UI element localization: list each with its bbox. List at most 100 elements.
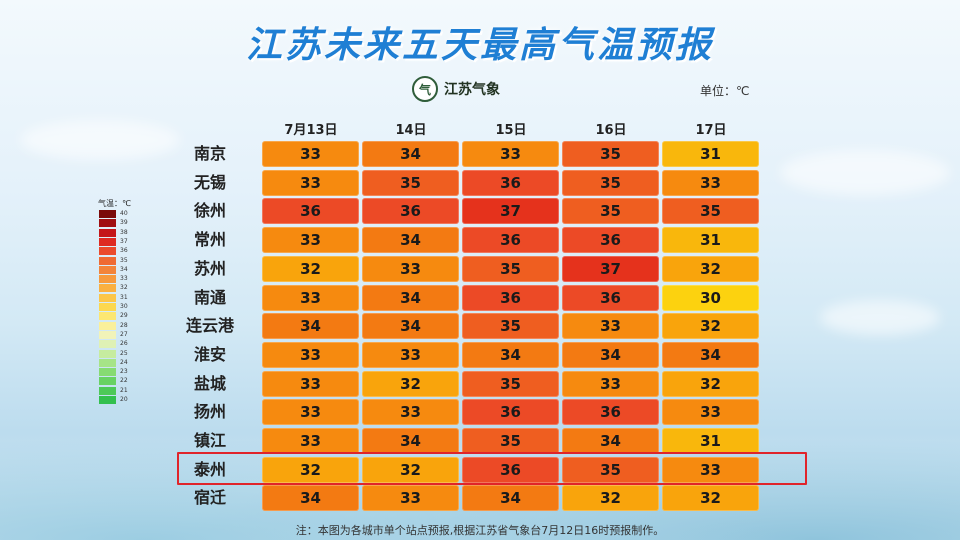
legend-swatch [99, 386, 116, 395]
legend-swatch [99, 349, 116, 358]
bg-cloud [820, 300, 940, 335]
temperature-cell: 33 [662, 399, 759, 426]
temperature-cell: 36 [462, 399, 559, 426]
legend-label: 28 [120, 321, 128, 329]
temperature-cell: 34 [362, 141, 459, 167]
temperature-cell: 33 [562, 370, 659, 397]
legend-swatch [99, 219, 116, 228]
temperature-cell: 35 [562, 198, 659, 225]
temperature-cell: 33 [262, 169, 359, 196]
temperature-cell: 32 [662, 313, 759, 340]
temperature-cell: 35 [462, 255, 559, 282]
column-header: 14日 [395, 123, 427, 138]
temperature-cell: 36 [262, 198, 359, 225]
legend-swatch [99, 377, 116, 386]
city-label: 徐州 [193, 201, 226, 221]
legend-swatch [99, 396, 116, 404]
temperature-cell: 35 [462, 370, 559, 397]
city-label: 无锡 [193, 172, 226, 192]
column-header: 7月13日 [284, 123, 338, 138]
legend-swatch [99, 247, 116, 256]
city-label: 盐城 [193, 373, 226, 393]
bg-cloud [20, 120, 180, 160]
temperature-cell: 34 [362, 284, 459, 311]
temperature-cell: 32 [662, 485, 759, 512]
temperature-cell: 33 [262, 227, 359, 254]
legend-swatch [99, 293, 116, 302]
temperature-cell: 32 [362, 370, 459, 397]
temperature-cell: 35 [562, 456, 659, 483]
legend-label: 24 [120, 358, 128, 366]
temperature-cell: 32 [362, 456, 459, 483]
temperature-cell: 36 [562, 399, 659, 426]
page-title: 江苏未来五天最高气温预报 [245, 25, 714, 66]
temperature-cell: 31 [662, 227, 759, 254]
temperature-cell: 31 [662, 428, 759, 454]
legend-swatch [99, 358, 116, 367]
legend-swatch [99, 303, 116, 311]
temperature-cell: 37 [562, 255, 659, 282]
highlight-box-taizhou [177, 452, 807, 485]
temperature-cell: 30 [662, 284, 759, 311]
legend-title: 气温：℃ [98, 199, 131, 208]
temperature-cell: 33 [362, 341, 459, 368]
legend-swatch [99, 237, 116, 246]
temperature-cell: 35 [562, 169, 659, 196]
temperature-cell: 36 [562, 284, 659, 311]
legend-label: 34 [120, 265, 128, 273]
legend-swatch [99, 330, 116, 339]
city-label: 宿迁 [193, 488, 226, 508]
temperature-cell: 36 [362, 198, 459, 225]
legend-label: 31 [120, 293, 128, 301]
temperature-cell: 33 [462, 141, 559, 167]
temperature-cell: 37 [462, 198, 559, 225]
city-label: 常州 [193, 230, 226, 250]
temperature-cell: 34 [362, 428, 459, 454]
temperature-cell: 36 [462, 284, 559, 311]
legend-label: 22 [120, 377, 128, 385]
legend-swatch [99, 275, 116, 284]
column-header: 16日 [595, 123, 627, 138]
temperature-cell: 32 [662, 370, 759, 397]
footer-note: 注：本图为各城市单个站点预报,根据江苏省气象台7月12日16时预报制作。 [295, 524, 665, 537]
temperature-cell: 34 [262, 485, 359, 512]
legend-swatch [99, 284, 116, 293]
meteorology-seal-icon: 气 [412, 76, 438, 102]
legend-label: 30 [120, 303, 128, 310]
temperature-cell: 34 [362, 313, 459, 340]
temperature-cell: 33 [362, 255, 459, 282]
temperature-cell: 33 [262, 370, 359, 397]
legend-label: 23 [120, 368, 128, 376]
temperature-cell: 34 [462, 485, 559, 512]
legend-swatch [99, 340, 116, 349]
temperature-cell: 34 [562, 341, 659, 368]
legend-label: 26 [120, 340, 128, 348]
legend-label: 25 [120, 349, 128, 357]
city-label: 连云港 [185, 316, 234, 336]
brand-logo: 气 江苏气象 [412, 76, 500, 102]
temperature-cell: 33 [262, 141, 359, 167]
temperature-cell: 32 [662, 255, 759, 282]
legend-label: 40 [120, 210, 128, 217]
legend-swatch [99, 368, 116, 377]
brand-name: 江苏气象 [444, 82, 500, 98]
temperature-cell: 35 [662, 198, 759, 225]
temperature-cell: 36 [462, 227, 559, 254]
legend-swatch [99, 265, 116, 274]
temperature-cell: 33 [262, 399, 359, 426]
legend-swatch [99, 256, 116, 265]
legend-swatch [99, 228, 116, 237]
legend-swatch [99, 312, 116, 321]
temperature-cell: 35 [362, 169, 459, 196]
temperature-cell: 33 [262, 284, 359, 311]
legend-label: 38 [120, 228, 128, 236]
city-label: 南通 [193, 287, 226, 307]
temperature-cell: 35 [562, 141, 659, 167]
legend-label: 27 [120, 330, 128, 338]
unit-label: 单位：℃ [700, 84, 750, 98]
temperature-cell: 33 [362, 485, 459, 512]
legend-label: 20 [120, 396, 128, 403]
temperature-cell: 36 [462, 169, 559, 196]
legend-label: 36 [120, 247, 128, 255]
temperature-cell: 35 [462, 428, 559, 454]
